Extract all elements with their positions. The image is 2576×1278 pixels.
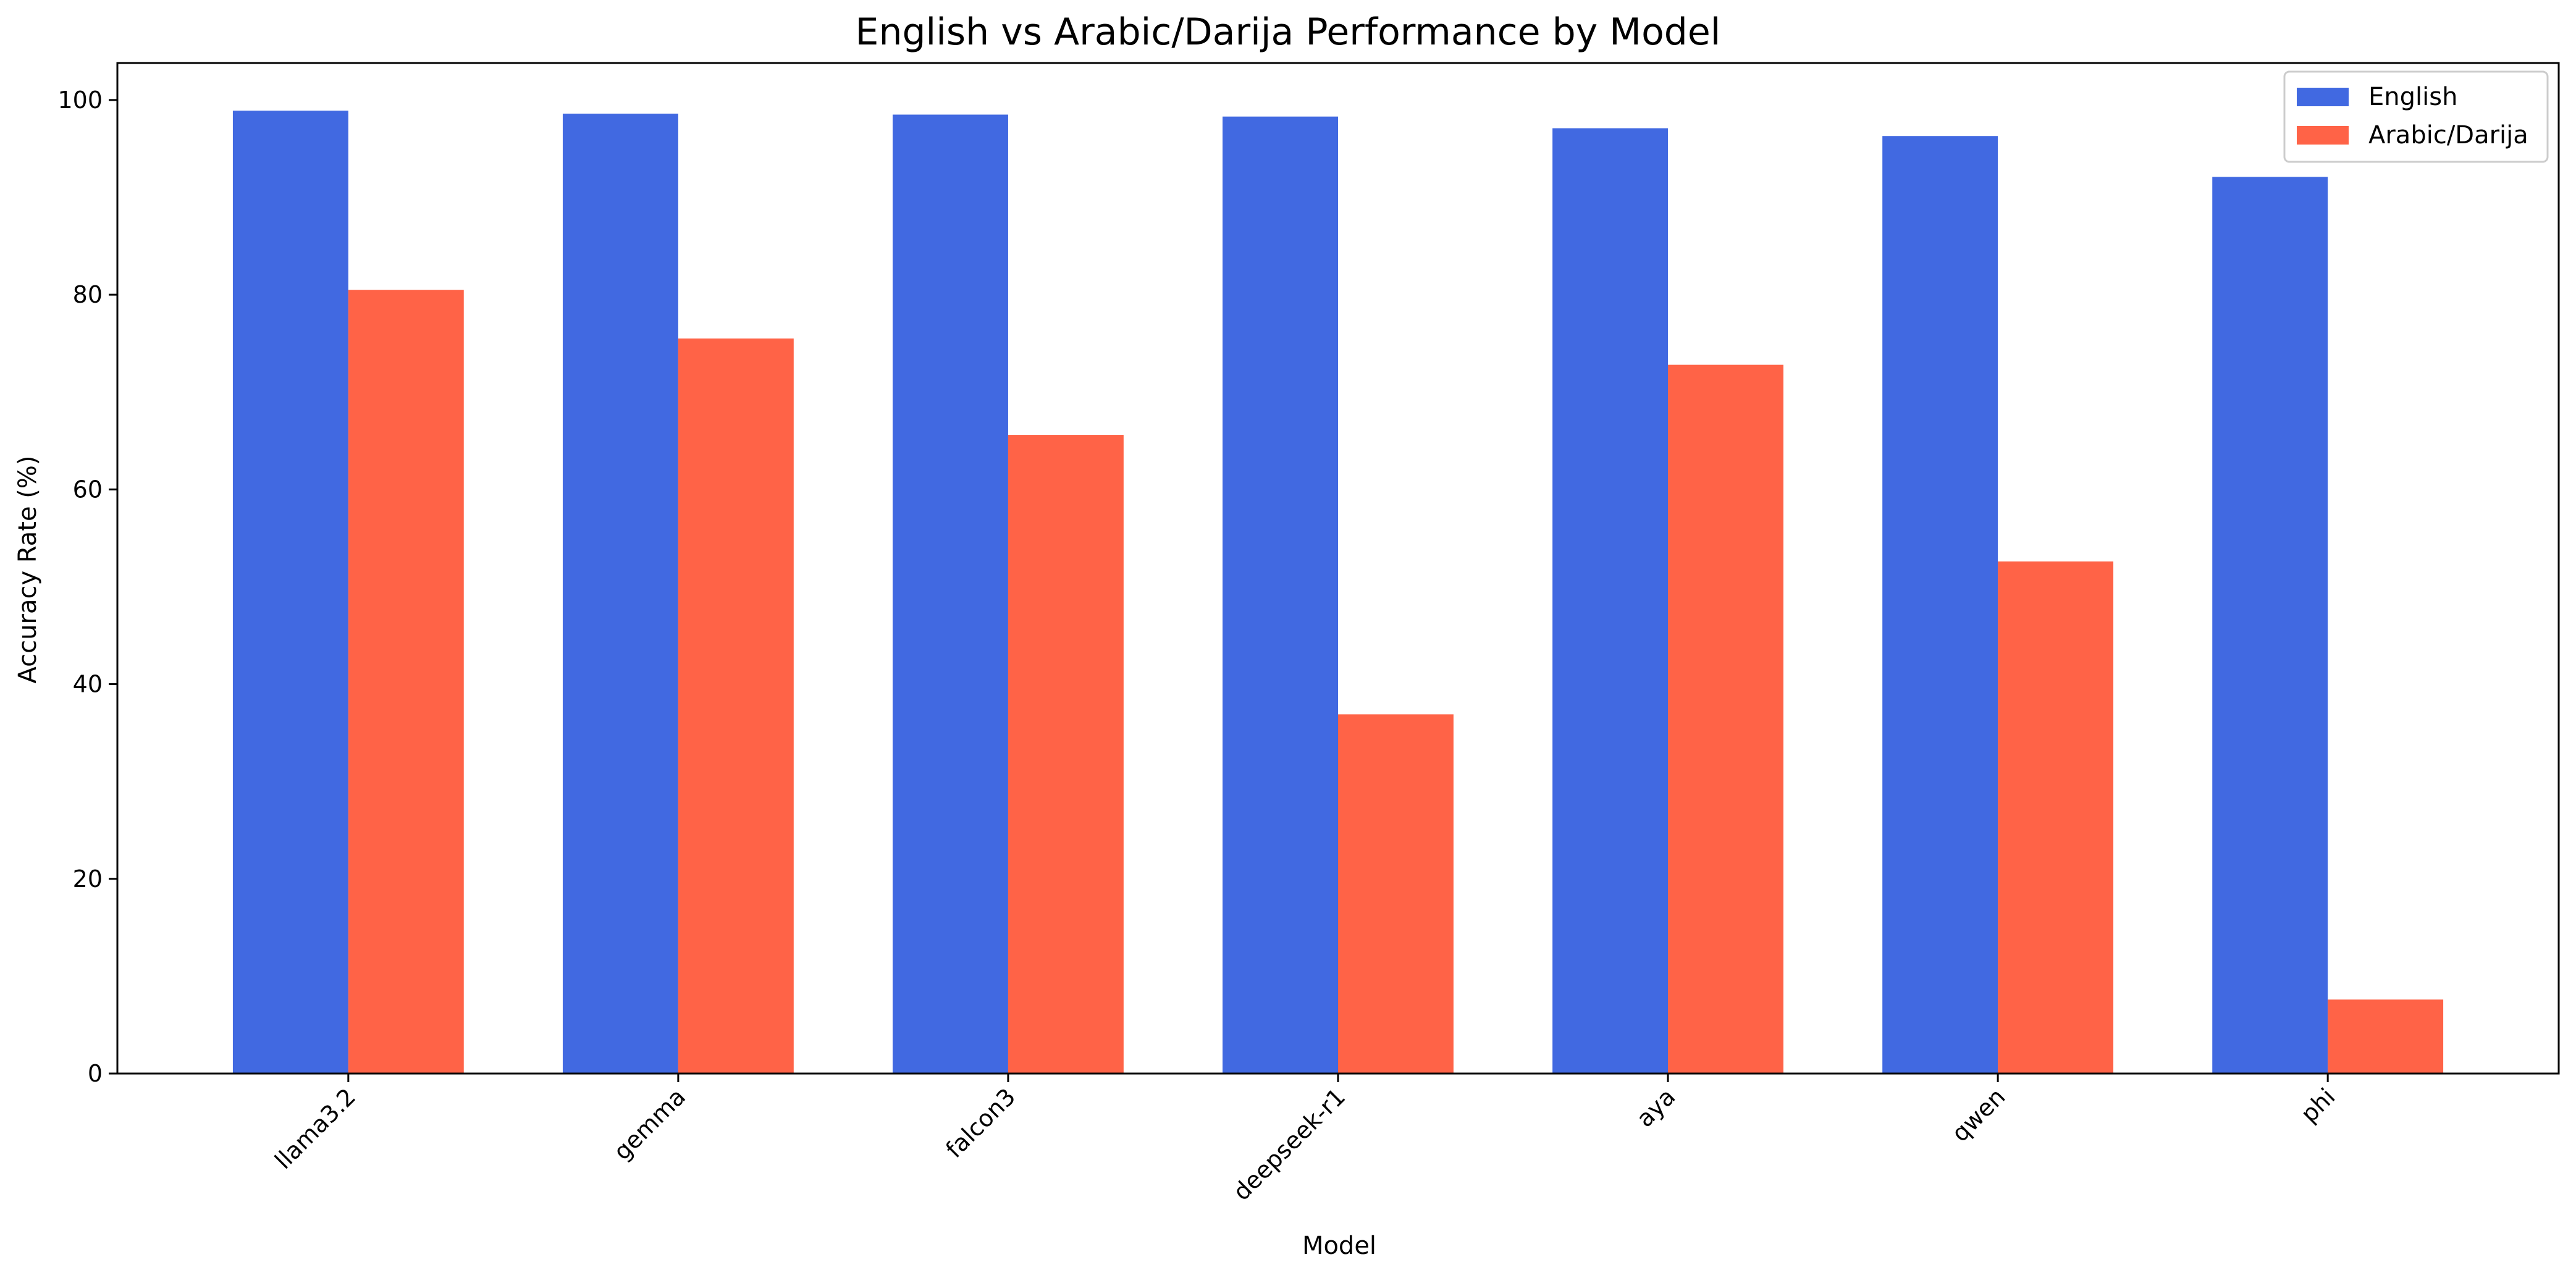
- legend-swatch-arabic-darija: [2297, 126, 2349, 145]
- bar-english-gemma: [562, 113, 678, 1074]
- y-tick-label: 0: [88, 1060, 103, 1087]
- bar-arabic-darija-aya: [1668, 364, 1783, 1074]
- bar-english-llama3-2: [232, 111, 348, 1074]
- bar-english-phi: [2212, 177, 2328, 1074]
- y-tick-label: 80: [73, 281, 103, 308]
- bar-english-qwen: [1882, 136, 1998, 1074]
- y-tick-label: 60: [73, 476, 103, 503]
- bar-arabic-darija-qwen: [1998, 561, 2114, 1074]
- bar-english-aya: [1552, 128, 1669, 1074]
- legend-swatch-english: [2297, 88, 2349, 106]
- x-axis-label: Model: [1302, 1232, 1376, 1260]
- bar-arabic-darija-deepseek-r1: [1338, 714, 1454, 1074]
- y-tick-label: 100: [57, 86, 103, 114]
- y-tick-label: 20: [73, 865, 103, 893]
- legend-label-english: English: [2368, 83, 2457, 111]
- chart-title: English vs Arabic/Darija Performance by …: [856, 11, 1721, 54]
- bar-arabic-darija-gemma: [678, 338, 794, 1074]
- legend: English Arabic/Darija: [2283, 70, 2549, 163]
- y-tick-label: 40: [73, 671, 103, 698]
- bar-english-deepseek-r1: [1223, 116, 1338, 1074]
- legend-box: [2283, 70, 2549, 163]
- bar-arabic-darija-llama3-2: [348, 290, 464, 1074]
- plot-area: [232, 111, 2444, 1074]
- bar-english-falcon3: [893, 114, 1008, 1074]
- legend-label-arabic-darija: Arabic/Darija: [2368, 121, 2528, 149]
- y-axis-label: Accuracy Rate (%): [14, 456, 42, 684]
- bar-arabic-darija-falcon3: [1008, 435, 1124, 1074]
- bar-arabic-darija-phi: [2328, 999, 2444, 1074]
